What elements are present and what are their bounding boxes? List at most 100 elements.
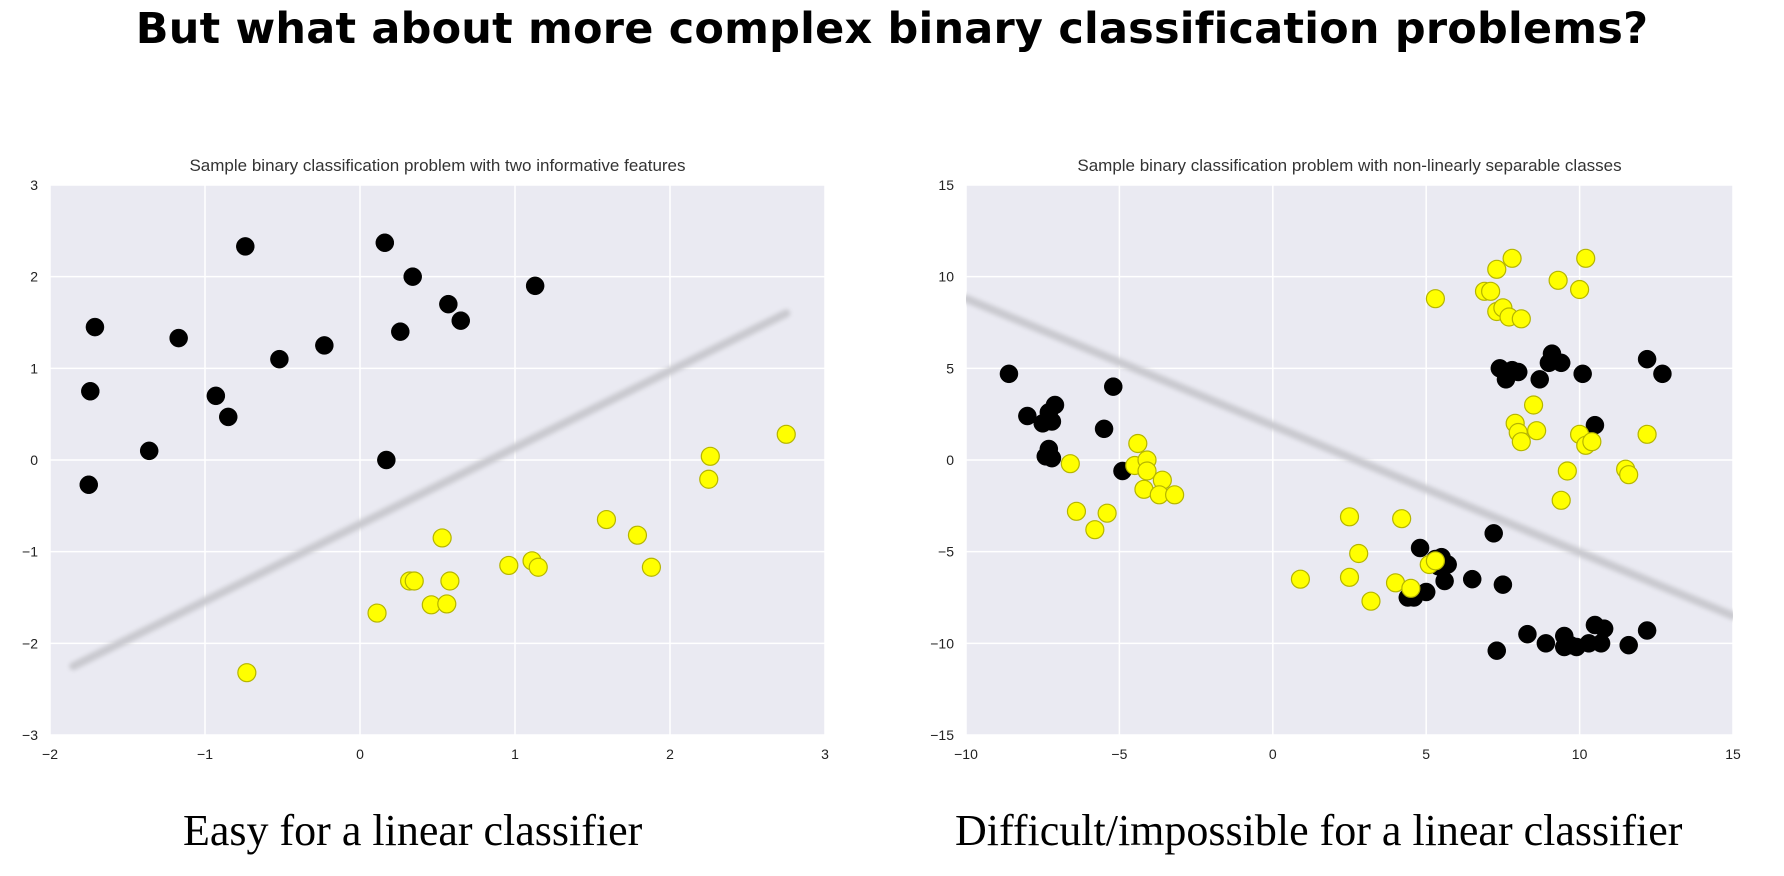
data-point-class-0 <box>139 441 159 461</box>
data-point-class-1 <box>1401 578 1421 598</box>
data-point-class-1 <box>1487 259 1507 279</box>
data-point-class-1 <box>1137 461 1157 481</box>
data-point-class-1 <box>1060 454 1080 474</box>
data-point-class-0 <box>219 407 238 427</box>
slide-title: But what about more complex binary class… <box>135 4 1649 54</box>
data-point-class-1 <box>1349 543 1369 564</box>
data-point-class-1 <box>1425 289 1446 309</box>
data-point-class-1 <box>1481 281 1501 301</box>
data-point-class-1 <box>237 663 257 683</box>
x-tick-label: 10 <box>1572 746 1588 762</box>
y-tick-label: −1 <box>22 544 38 560</box>
data-point-class-1 <box>627 525 648 545</box>
data-point-class-0 <box>1555 637 1574 657</box>
data-point-class-0 <box>1637 621 1657 640</box>
y-tick-label: −5 <box>938 544 954 560</box>
data-point-class-0 <box>1508 362 1528 382</box>
data-point-class-0 <box>1573 364 1592 384</box>
data-point-class-1 <box>440 571 460 591</box>
data-point-class-0 <box>1591 634 1611 653</box>
data-point-class-0 <box>375 233 395 252</box>
data-point-class-0 <box>1619 635 1638 655</box>
data-point-class-0 <box>1484 524 1503 543</box>
data-point-class-1 <box>528 557 548 577</box>
data-point-class-1 <box>1548 270 1568 290</box>
data-point-class-0 <box>270 349 289 369</box>
decision-boundary-line <box>69 309 791 671</box>
data-point-class-1 <box>596 509 617 530</box>
x-tick-label: 2 <box>666 746 674 762</box>
x-tick-label: −10 <box>954 746 978 762</box>
y-tick-label: 5 <box>946 360 954 376</box>
data-point-class-0 <box>315 336 334 355</box>
data-point-class-1 <box>1637 424 1657 444</box>
y-tick-label: 3 <box>30 177 38 193</box>
data-point-class-0 <box>1042 412 1062 431</box>
data-point-class-1 <box>1523 395 1544 415</box>
data-point-class-0 <box>525 276 545 296</box>
data-point-class-0 <box>1410 538 1430 558</box>
data-point-class-0 <box>1435 571 1454 591</box>
chart-title: Sample binary classification problem wit… <box>189 156 685 175</box>
data-point-class-0 <box>1042 448 1062 468</box>
data-point-class-0 <box>236 237 255 256</box>
data-point-class-0 <box>1536 634 1556 653</box>
data-point-class-0 <box>1045 395 1065 415</box>
data-point-class-0 <box>1539 353 1559 373</box>
data-point-class-1 <box>1392 509 1412 529</box>
data-point-class-1 <box>1339 507 1360 527</box>
data-point-class-0 <box>81 382 100 401</box>
y-tick-label: 0 <box>946 452 954 468</box>
data-point-class-1 <box>1511 309 1531 329</box>
data-point-class-1 <box>776 424 796 444</box>
data-point-class-0 <box>1493 575 1513 594</box>
y-tick-label: 10 <box>938 269 954 285</box>
data-point-class-0 <box>377 450 396 470</box>
data-point-class-0 <box>1518 624 1537 644</box>
data-point-class-1 <box>1066 501 1087 521</box>
y-tick-label: 2 <box>30 269 38 285</box>
data-point-class-0 <box>1530 370 1549 389</box>
caption-right: Difficult/impossible for a linear classi… <box>955 806 1683 855</box>
data-point-class-1 <box>1085 520 1105 540</box>
data-point-class-0 <box>79 475 98 494</box>
data-point-class-1 <box>404 571 424 591</box>
x-tick-label: 5 <box>1422 746 1430 762</box>
data-point-class-1 <box>1502 248 1522 268</box>
data-point-class-1 <box>499 555 519 576</box>
data-point-class-1 <box>699 469 719 489</box>
x-tick-label: 3 <box>821 746 829 762</box>
x-tick-label: −5 <box>1111 746 1127 762</box>
x-tick-label: −2 <box>42 746 58 762</box>
data-point-class-0 <box>403 267 422 286</box>
data-point-class-0 <box>451 311 470 330</box>
y-tick-label: 0 <box>30 452 38 468</box>
x-tick-label: 0 <box>356 746 364 762</box>
data-point-class-0 <box>1462 569 1482 589</box>
data-point-class-1 <box>1165 485 1185 505</box>
data-point-class-1 <box>1339 567 1360 587</box>
y-tick-label: −10 <box>930 635 954 651</box>
y-tick-label: −2 <box>22 635 38 651</box>
data-point-class-1 <box>1551 490 1571 510</box>
x-tick-label: 1 <box>511 746 519 762</box>
data-point-class-0 <box>1104 377 1123 396</box>
data-point-class-1 <box>1290 569 1311 589</box>
data-point-class-0 <box>1018 406 1037 426</box>
decision-boundary-line <box>966 294 1733 620</box>
data-point-class-1 <box>1582 432 1602 452</box>
data-point-class-0 <box>206 386 226 406</box>
caption-left: Easy for a linear classifier <box>183 806 643 855</box>
data-point-class-1 <box>367 603 387 623</box>
data-point-class-0 <box>1637 349 1657 369</box>
y-tick-label: −3 <box>22 727 38 743</box>
y-tick-label: 15 <box>938 177 954 193</box>
data-point-class-0 <box>439 294 458 314</box>
data-point-class-0 <box>1094 419 1114 439</box>
data-point-class-1 <box>641 557 662 577</box>
chart-title: Sample binary classification problem wit… <box>1077 156 1621 175</box>
data-point-class-0 <box>391 322 410 341</box>
